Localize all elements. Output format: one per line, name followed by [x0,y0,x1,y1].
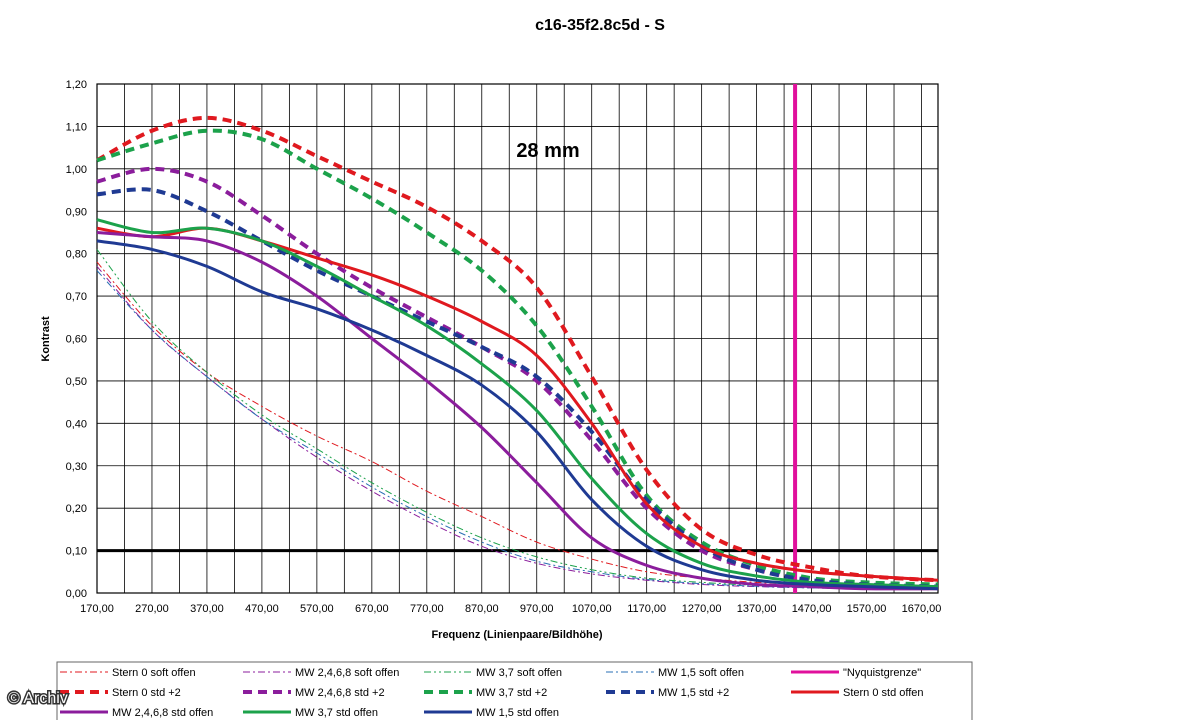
legend-label: Stern 0 std offen [843,687,924,699]
legend-label: MW 1,5 std +2 [658,687,729,699]
x-tick-label: 870,00 [465,603,499,615]
x-tick-label: 1370,00 [737,603,777,615]
legend-label: MW 1,5 std offen [476,707,559,719]
legend-label: MW 2,4,6,8 soft offen [295,667,399,679]
legend-label: Stern 0 std +2 [112,687,181,699]
legend-label: Stern 0 soft offen [112,667,196,679]
grid [96,83,939,594]
watermark: © Archiv [8,690,68,707]
y-tick-label: 0,00 [66,588,87,600]
series-lines [96,115,939,591]
y-tick-label: 0,70 [66,291,87,303]
y-tick-label: 0,40 [66,418,87,430]
x-tick-label: 970,00 [520,603,554,615]
x-tick-label: 1670,00 [902,603,942,615]
series-line-2 [96,249,939,590]
x-tick-label: 670,00 [355,603,389,615]
x-tick-label: 170,00 [80,603,114,615]
legend-label: MW 3,7 std +2 [476,687,547,699]
x-tick-label: 1470,00 [792,603,832,615]
x-tick-label: 770,00 [410,603,444,615]
series-line-10 [96,218,939,589]
y-tick-label: 0,30 [66,461,87,473]
x-tick-label: 1170,00 [627,603,666,615]
x-tick-label: 270,00 [135,603,169,615]
y-axis-label: Kontrast [40,316,52,362]
legend-label: MW 1,5 soft offen [658,667,744,679]
y-tick-label: 1,10 [66,121,87,133]
x-tick-label: 1070,00 [572,603,612,615]
x-tick-label: 470,00 [245,603,279,615]
focal-length-annotation: 28 mm [516,140,579,162]
legend-label: MW 2,4,6,8 std offen [112,707,213,719]
legend: Stern 0 soft offen MW 2,4,6,8 soft offen M… [56,661,973,720]
series-line-6 [96,128,939,587]
legend-label: MW 3,7 std offen [295,707,378,719]
series-line-11 [96,239,939,591]
x-tick-label: 370,00 [190,603,224,615]
y-tick-label: 0,90 [66,206,87,218]
y-tick-label: 1,20 [66,79,87,91]
y-tick-label: 0,50 [66,376,87,388]
legend-label: MW 3,7 soft offen [476,667,562,679]
y-tick-label: 0,60 [66,334,87,346]
y-tick-label: 0,10 [66,546,87,558]
series-line-4 [96,115,939,583]
y-tick-label: 0,20 [66,503,87,515]
series-line-7 [96,187,939,589]
chart-title: c16-35f2.8c5d - S [535,17,665,34]
x-axis-label: Frequenz (Linienpaare/Bildhöhe) [431,629,602,641]
series-line-5 [96,166,939,589]
series-line-9 [96,231,939,591]
x-tick-label: 1570,00 [847,603,887,615]
x-tick-labels: 170,00 270,00 370,00 470,00 570,00 670,00 770,… [80,603,941,615]
x-tick-label: 570,00 [300,603,334,615]
y-tick-labels: 0,00 0,10 0,20 0,30 0,40 0,50 0,60 0,70 0,80 0,90… [66,79,87,600]
legend-label: "Nyquistgrenze" [843,667,921,679]
y-tick-label: 1,00 [66,164,87,176]
y-tick-label: 0,80 [66,249,87,261]
x-tick-label: 1270,00 [682,603,722,615]
legend-label: MW 2,4,6,8 std +2 [295,687,385,699]
